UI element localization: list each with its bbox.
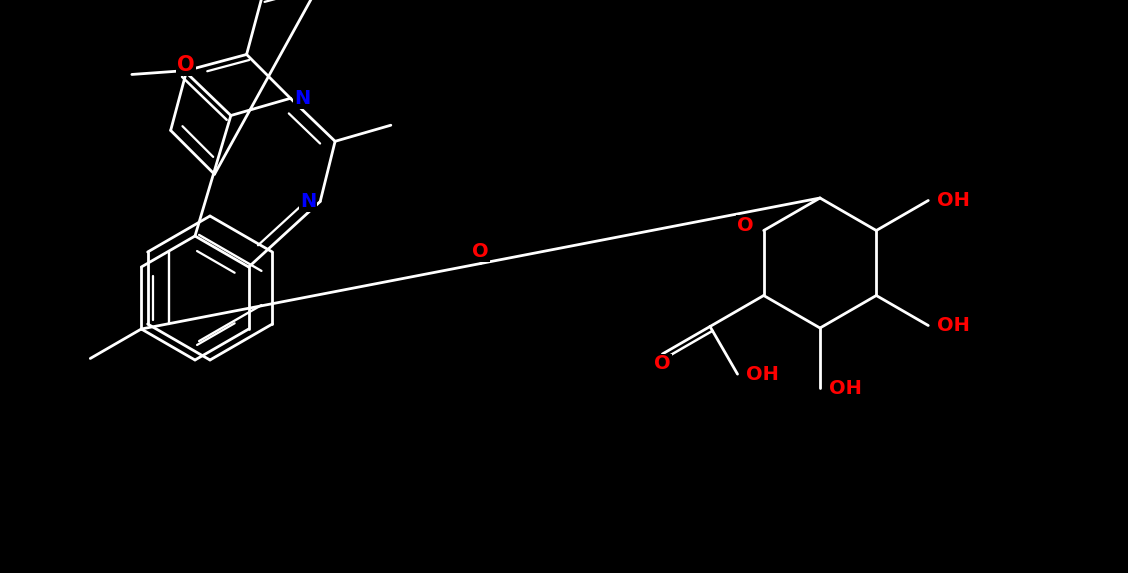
Text: OH: OH xyxy=(937,316,970,335)
Text: OH: OH xyxy=(937,191,970,210)
Text: O: O xyxy=(177,54,195,74)
Text: O: O xyxy=(738,216,754,235)
Text: N: N xyxy=(300,192,316,211)
Text: OH: OH xyxy=(746,364,779,384)
Text: O: O xyxy=(654,355,671,374)
Text: N: N xyxy=(294,89,310,108)
Text: O: O xyxy=(473,242,488,261)
Text: OH: OH xyxy=(829,379,862,398)
